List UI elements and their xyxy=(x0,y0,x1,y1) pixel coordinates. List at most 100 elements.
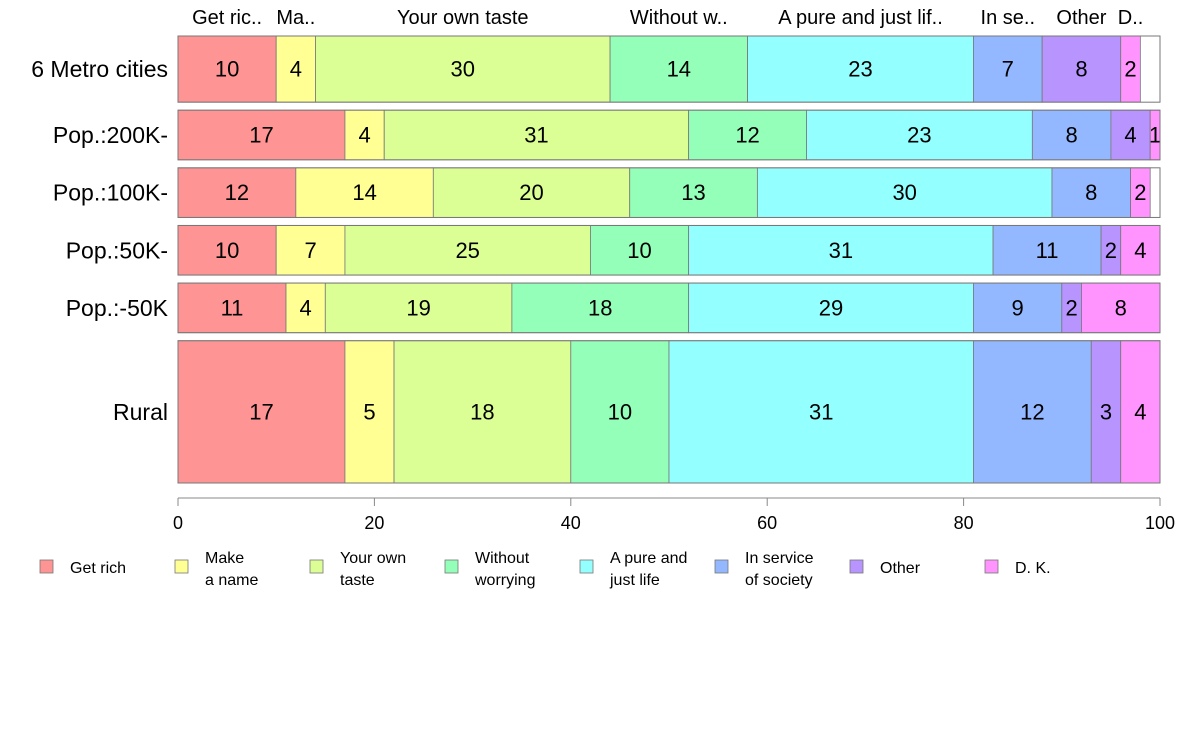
data-label: 31 xyxy=(829,238,853,263)
row-pop-50k: Pop.:50K- 10 7 25 10 31 11 2 4 xyxy=(66,224,1161,276)
data-label: 30 xyxy=(892,180,916,205)
data-label: 31 xyxy=(809,399,833,424)
data-label: 17 xyxy=(249,122,273,147)
data-label: 2 xyxy=(1134,180,1146,205)
bar-segment-in-service-of-society xyxy=(973,35,1043,103)
bar-segment-a-pure-and-just-life xyxy=(806,109,1033,161)
x-tick-label: 40 xyxy=(561,513,581,533)
row-label: Rural xyxy=(113,399,168,425)
data-label: 12 xyxy=(735,122,759,147)
legend-item-without-worrying: Without worrying xyxy=(444,550,535,589)
bar-segment-a-pure-and-just-life xyxy=(688,282,974,334)
data-label: 4 xyxy=(1124,122,1136,147)
legend-item-a-pure-and-just-life: A pure and just life xyxy=(579,550,687,589)
top-label-other: Other xyxy=(1056,7,1106,29)
data-label: 5 xyxy=(363,399,375,424)
row-6-metro-cities: 6 Metro cities 10 4 30 14 23 7 8 2 xyxy=(31,35,1161,103)
row-label: Pop.:-50K xyxy=(66,295,169,321)
legend-swatch xyxy=(984,559,999,574)
legend-label: Your own xyxy=(340,550,406,567)
legend-item-d-k: D. K. xyxy=(984,559,1051,577)
legend-item-get-rich: Get rich xyxy=(39,559,126,577)
data-label: 8 xyxy=(1075,57,1087,82)
legend-swatch xyxy=(309,559,324,574)
row-rural: Rural 17 5 18 10 31 12 3 4 xyxy=(113,340,1161,484)
data-label: 12 xyxy=(1020,399,1044,424)
x-tick-label: 20 xyxy=(364,513,384,533)
top-category-labels: Get ric.. Ma.. Your own taste Without w.. A … xyxy=(192,7,1143,29)
row-outline xyxy=(177,282,1161,334)
data-label: 11 xyxy=(221,295,244,320)
data-label: 13 xyxy=(681,180,705,205)
legend-label: In service xyxy=(745,550,814,567)
x-tick-label: 100 xyxy=(1145,513,1175,533)
data-label: 25 xyxy=(455,238,479,263)
legend-label: taste xyxy=(340,572,375,589)
legend-label: Make xyxy=(205,550,244,567)
data-label: 14 xyxy=(352,180,376,205)
bar-segment-in-service-of-society xyxy=(973,340,1092,484)
row-outline xyxy=(177,224,1161,276)
bar-segment-your-own-taste xyxy=(432,167,631,218)
row-pop-50k: Pop.:-50K 11 4 19 18 29 9 2 8 xyxy=(66,282,1161,334)
top-label-in-service-of-society: In se.. xyxy=(981,7,1035,29)
legend-label: D. K. xyxy=(1015,560,1051,577)
legend-label: just life xyxy=(609,572,660,589)
bar-segment-your-own-taste xyxy=(324,282,513,334)
row-outline xyxy=(177,340,1161,484)
legend-label: of society xyxy=(745,572,813,589)
data-label: 2 xyxy=(1105,238,1117,263)
bar-segment-make-a-name xyxy=(275,35,316,103)
data-label: 18 xyxy=(588,295,612,320)
bar-segment-without-worrying xyxy=(590,225,690,276)
data-label: 4 xyxy=(300,295,312,320)
data-label: 8 xyxy=(1085,180,1097,205)
legend-item-your-own-taste: Your own taste xyxy=(309,550,406,589)
bar-segment-make-a-name xyxy=(295,167,434,218)
bar-segment-without-worrying xyxy=(511,282,690,334)
x-tick-label: 80 xyxy=(954,513,974,533)
bar-segment-without-worrying xyxy=(570,340,670,484)
legend-swatch xyxy=(444,559,459,574)
row-label: Pop.:200K- xyxy=(53,122,168,148)
legend-swatch xyxy=(579,559,594,574)
data-label: 2 xyxy=(1065,295,1077,320)
row-pop-100k: Pop.:100K- 12 14 20 13 30 8 2 xyxy=(53,167,1161,218)
data-label: 17 xyxy=(249,399,273,424)
legend-swatch xyxy=(39,559,54,574)
data-label: 3 xyxy=(1100,399,1112,424)
legend-item-other: Other xyxy=(849,559,921,577)
bar-segment-your-own-taste xyxy=(344,225,591,276)
data-label: 19 xyxy=(406,295,430,320)
row-label: Pop.:100K- xyxy=(53,180,168,206)
row-label: 6 Metro cities xyxy=(31,56,168,82)
data-label: 29 xyxy=(819,295,843,320)
data-label: 10 xyxy=(627,238,651,263)
x-tick-label: 0 xyxy=(173,513,183,533)
data-label: 23 xyxy=(848,57,872,82)
top-label-get-rich: Get ric.. xyxy=(192,7,262,29)
data-label: 23 xyxy=(907,122,931,147)
x-axis: 0 20 40 60 80 100 xyxy=(173,497,1175,533)
bar-segment-get-rich xyxy=(177,225,277,276)
bar-segment-make-a-name xyxy=(275,225,346,276)
legend-item-in-service-of-society: In service of society xyxy=(714,550,814,589)
legend-swatch xyxy=(849,559,864,574)
row-pop-200k: Pop.:200K- 17 4 31 12 23 8 4 1 xyxy=(53,109,1161,161)
legend-label: Other xyxy=(880,560,921,577)
bar-segment-without-worrying xyxy=(688,109,807,161)
x-tick-label: 60 xyxy=(757,513,777,533)
data-label: 14 xyxy=(667,57,691,82)
legend: Get rich Make a name Your own taste Without wo… xyxy=(39,550,1051,589)
bar-segment-get-rich xyxy=(177,35,277,103)
top-label-a-pure-and-just-life: A pure and just lif.. xyxy=(778,7,943,29)
bar-segment-a-pure-and-just-life xyxy=(756,167,1053,218)
bar-segment-d-k xyxy=(1081,282,1161,334)
legend-swatch xyxy=(714,559,729,574)
data-label: 20 xyxy=(519,180,543,205)
data-label: 30 xyxy=(451,57,475,82)
data-label: 9 xyxy=(1011,295,1023,320)
legend-swatch xyxy=(174,559,189,574)
top-label-without-worrying: Without w.. xyxy=(630,7,728,29)
